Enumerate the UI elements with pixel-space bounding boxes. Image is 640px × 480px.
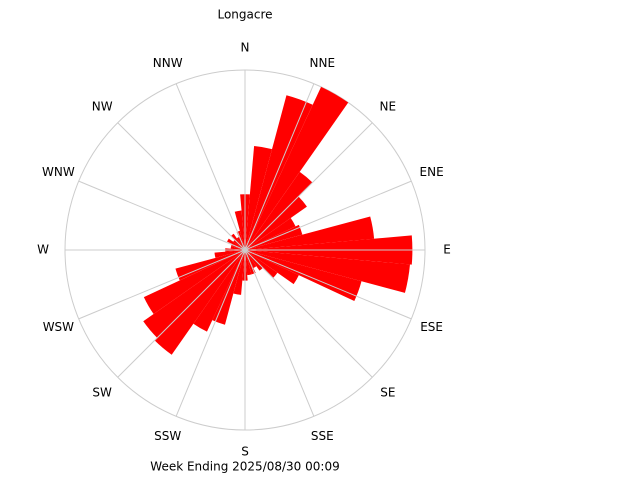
direction-label: S [241, 445, 249, 459]
chart-subtitle: Week Ending 2025/08/30 00:09 [150, 460, 339, 474]
spoke [78, 249, 246, 320]
wedge [143, 250, 245, 338]
wedge [245, 250, 252, 276]
spoke [244, 249, 315, 417]
wedge [234, 210, 245, 250]
direction-label: SW [92, 385, 112, 399]
direction-label: ENE [420, 165, 444, 179]
direction-label: SE [380, 385, 395, 399]
wedge [214, 250, 245, 258]
direction-label: SSW [154, 429, 181, 443]
wedge [245, 95, 313, 250]
wedge [193, 250, 245, 332]
wedge [245, 145, 273, 250]
direction-label: NNW [153, 56, 183, 70]
spoke [244, 180, 412, 251]
spoke [175, 249, 246, 417]
spoke [78, 180, 246, 251]
direction-label: E [443, 243, 451, 257]
wedge [245, 250, 362, 301]
direction-label: NW [92, 100, 113, 114]
direction-label: WNW [42, 165, 75, 179]
wedge [245, 250, 278, 279]
direction-label: ESE [420, 320, 443, 334]
chart-title: Longacre [217, 8, 272, 22]
wedge [245, 86, 349, 251]
wedge [245, 216, 375, 250]
spoke [244, 83, 315, 251]
wedge [236, 236, 245, 250]
wedge [245, 250, 299, 285]
spoke [117, 122, 246, 251]
wedge [245, 196, 307, 250]
spoke [117, 249, 246, 378]
direction-label: NNE [310, 56, 336, 70]
wedge [245, 171, 313, 250]
wedge [154, 250, 245, 355]
wedge [245, 250, 257, 268]
wedge [230, 246, 245, 250]
wedge [245, 250, 410, 293]
spoke [244, 122, 373, 251]
wedge [227, 238, 245, 250]
direction-label: W [37, 243, 49, 257]
wedge [245, 217, 296, 250]
wedge [143, 250, 245, 315]
spoke [175, 83, 246, 251]
direction-label: NE [380, 100, 397, 114]
direction-label: WSW [43, 320, 74, 334]
direction-label: N [241, 41, 250, 55]
wedge [233, 250, 245, 295]
spoke [244, 249, 412, 320]
spoke [244, 249, 373, 378]
direction-label: SSE [311, 429, 334, 443]
